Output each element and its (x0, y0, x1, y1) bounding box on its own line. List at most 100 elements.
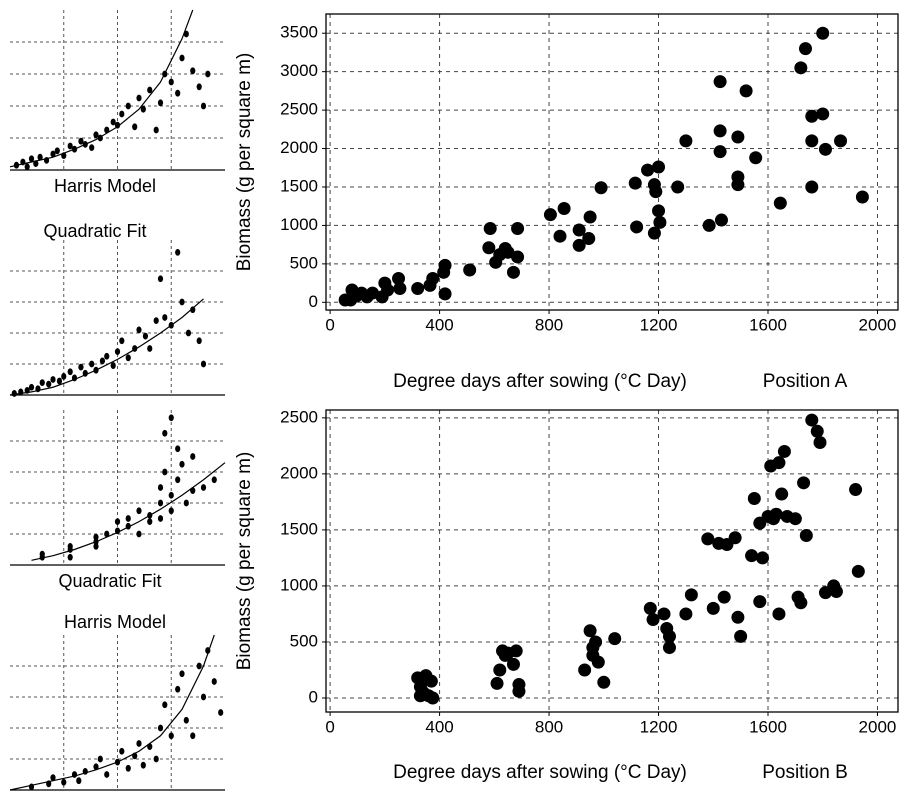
point (777, 444, 791, 458)
fit-curve (9, 298, 204, 396)
x-tick-label: 0 (325, 717, 334, 736)
point (157, 99, 164, 107)
point (190, 732, 196, 740)
point (424, 674, 438, 688)
point (67, 543, 73, 550)
point (157, 499, 164, 507)
y-tick-label: 1000 (280, 215, 318, 234)
point (28, 155, 35, 163)
point (125, 102, 131, 110)
point (89, 360, 95, 368)
point (147, 518, 153, 525)
point (630, 220, 644, 234)
point (646, 613, 660, 627)
point (713, 124, 727, 138)
point (506, 265, 520, 279)
point (89, 144, 95, 152)
point (679, 134, 693, 148)
point (849, 483, 863, 497)
point (147, 86, 153, 94)
point (200, 693, 207, 701)
point (110, 118, 116, 126)
point (136, 530, 142, 538)
point (119, 337, 125, 345)
point (196, 662, 202, 670)
x-tick-label: 1200 (640, 717, 678, 736)
point (702, 218, 716, 232)
point (125, 764, 131, 772)
point (183, 499, 189, 507)
annotation: Position A (763, 371, 848, 392)
point (147, 345, 153, 352)
point (360, 290, 374, 304)
point (731, 610, 745, 624)
point (816, 26, 830, 40)
point (54, 147, 60, 155)
point (110, 362, 116, 369)
y-tick-label: 3500 (280, 23, 318, 42)
point (739, 84, 753, 98)
point (582, 231, 596, 245)
point (794, 61, 808, 75)
point (205, 70, 211, 78)
point (168, 491, 174, 499)
plot-frame (325, 409, 899, 713)
point (119, 110, 125, 118)
point (136, 507, 142, 515)
point (628, 176, 642, 190)
point (411, 281, 425, 295)
y-tick-label: 2500 (280, 407, 318, 426)
point (104, 771, 110, 778)
point (175, 445, 181, 453)
point (50, 774, 56, 781)
point (511, 222, 525, 236)
point (652, 160, 666, 174)
point (39, 379, 45, 386)
x-tick-label: 1200 (640, 315, 678, 334)
point (185, 329, 192, 337)
point (772, 607, 786, 621)
point (175, 249, 181, 256)
point (24, 163, 30, 171)
point (97, 755, 103, 763)
point (543, 208, 557, 222)
point (594, 181, 608, 195)
y-tick-label: 1000 (280, 575, 318, 594)
point (104, 126, 110, 134)
x-tick-label: 400 (425, 717, 453, 736)
point (818, 142, 832, 156)
point (426, 691, 440, 705)
point (200, 484, 207, 491)
y-axis-label: Biomass (g per square m) (234, 53, 255, 272)
point (179, 670, 185, 678)
point (834, 134, 848, 148)
point (50, 376, 56, 383)
point (851, 564, 865, 578)
fit-curve (9, 9, 194, 168)
point (179, 54, 185, 62)
point (175, 685, 181, 693)
point (717, 590, 731, 604)
point (706, 601, 720, 615)
x-tick-label: 800 (535, 717, 563, 736)
point (798, 42, 812, 56)
point (745, 549, 759, 563)
point (438, 287, 452, 301)
point (61, 373, 67, 380)
thumb-title: Harris Model (64, 612, 166, 632)
point (816, 107, 830, 121)
point (162, 429, 168, 437)
point (190, 67, 196, 75)
y-tick-label: 2000 (280, 463, 318, 482)
point (93, 763, 99, 771)
y-tick-label: 2000 (280, 138, 318, 157)
point (76, 777, 82, 785)
point (175, 476, 181, 484)
point (392, 271, 406, 285)
point (797, 476, 811, 490)
x-tick-label: 2000 (859, 315, 897, 334)
point (162, 314, 168, 321)
point (114, 348, 121, 355)
point (662, 629, 676, 643)
point (662, 641, 676, 655)
